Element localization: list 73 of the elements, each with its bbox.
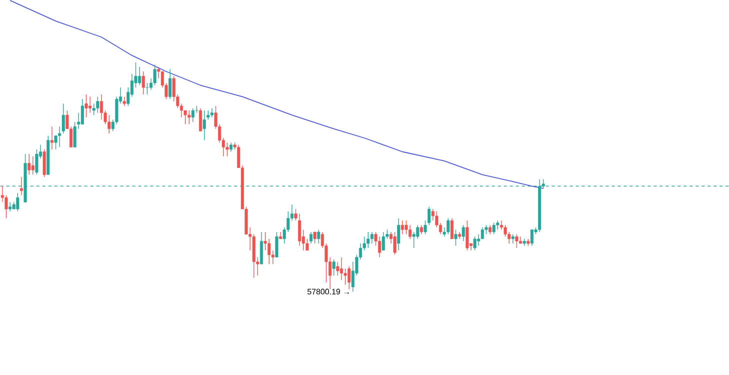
candlestick [488,224,492,235]
candlestick [210,108,214,118]
candlestick [519,236,522,244]
candlestick [229,142,233,152]
candlestick [191,108,194,122]
candlestick [332,259,336,276]
candlestick [496,220,500,230]
candlestick [172,76,176,102]
candlestick [309,232,313,244]
candlestick [306,238,309,251]
candlestick [108,114,111,134]
candlestick [530,229,534,246]
candlestick [260,232,263,264]
candlestick [275,232,278,258]
candlestick [492,222,496,235]
candlestick [153,64,156,86]
candlestick [336,261,340,276]
candlestick [80,98,84,125]
candlestick [408,224,412,240]
candlestick [424,220,427,235]
candlestick [142,71,145,95]
candlestick [35,149,38,176]
candlestick [473,236,476,251]
candlestick [206,110,210,120]
candlestick [393,232,396,256]
candlestick [378,236,382,258]
candlestick [382,232,385,251]
candlestick [146,82,149,95]
candlestick [73,122,76,148]
candlestick [88,96,92,114]
candlestick [31,156,34,176]
candlestick [416,224,420,240]
candlestick [348,266,351,290]
candlestick [122,96,126,106]
candlestick [366,232,370,248]
candlestick [199,108,202,132]
candlestick [20,176,23,196]
candlestick [188,110,191,125]
candlestick [484,224,488,235]
candlestick [454,229,458,246]
candlestick [92,103,96,116]
candlestick [8,202,12,212]
candlestick [50,126,54,150]
candlestick [84,94,88,118]
candlestick [462,224,465,242]
candlestick [96,96,100,114]
candlestick [477,234,480,246]
candlestick [28,154,31,176]
candlestick [42,149,46,178]
candlestick [100,94,103,120]
candlestick [515,234,518,248]
candlestick [400,220,404,235]
candlestick [317,229,320,244]
candlestick [500,220,503,230]
candlestick [298,213,302,246]
candlestick [313,232,316,244]
candlestick [511,234,514,244]
candlestick [138,66,142,86]
candlestick [466,220,469,251]
candlestick [370,232,374,244]
candlestick [351,261,354,292]
candlestick [16,192,20,212]
candlestick [168,68,172,100]
candlestick [268,238,271,264]
candlestick [397,218,400,251]
candlestick [226,142,229,157]
candlestick [340,256,343,280]
candlestick [420,224,423,235]
candlestick [202,110,206,141]
candlestick [404,220,408,235]
candlestick [450,218,454,240]
candlestick [428,206,431,226]
candlestick [446,218,450,235]
